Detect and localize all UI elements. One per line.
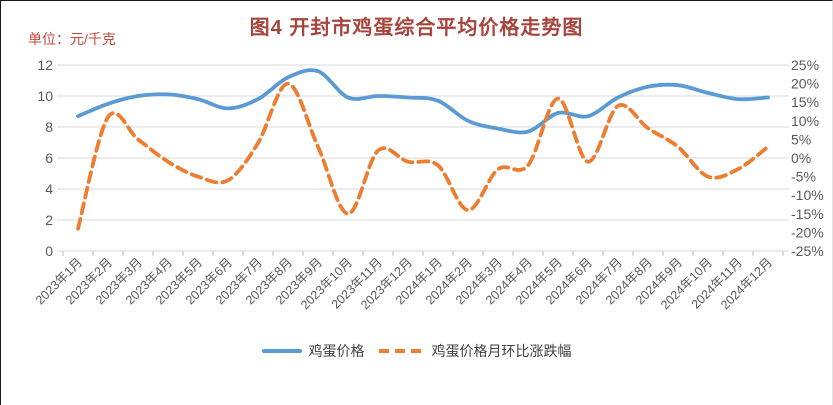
svg-text:4: 4 [45,181,53,197]
svg-text:25%: 25% [791,57,819,73]
svg-text:5%: 5% [791,131,811,147]
pct-change-line-path [76,81,770,231]
svg-text:20%: 20% [791,76,819,92]
svg-text:6: 6 [45,150,53,166]
svg-text:-5%: -5% [791,169,816,185]
svg-text:15%: 15% [791,94,819,110]
svg-text:-25%: -25% [791,243,824,259]
svg-text:-15%: -15% [791,206,824,222]
legend-item-pct-change: 鸡蛋价格月环比涨跌幅 [378,341,572,361]
svg-text:-10%: -10% [791,187,824,203]
left-axis-labels: 0 2 4 6 8 10 12 [37,57,53,259]
svg-text:0: 0 [45,243,53,259]
pct-change-line-swatch [378,349,425,353]
svg-text:2: 2 [45,212,53,228]
axis-ticks-group [62,251,784,256]
svg-text:0%: 0% [791,150,811,166]
right-axis-labels: -25% -20% -15% -10% -5% 0% 5% 10% 15% 20% 25% [791,57,824,259]
legend-label-price: 鸡蛋价格 [308,343,365,359]
chart-legend: 鸡蛋价格 鸡蛋价格月环比涨跌幅 [1,341,832,361]
x-axis-labels: 2023年1月2023年2月2023年3月2023年4月2023年5月2023年… [33,255,775,312]
legend-label-pct-change: 鸡蛋价格月环比涨跌幅 [431,343,572,359]
chart-title: 图4 开封市鸡蛋综合平均价格走势图 [249,17,584,39]
price-line-swatch [261,349,302,353]
unit-label: 单位：元/千克 [28,31,116,47]
legend-item-price: 鸡蛋价格 [261,341,365,361]
price-line-path [76,68,770,135]
svg-text:10: 10 [37,88,53,104]
svg-text:-20%: -20% [791,224,824,240]
svg-text:8: 8 [45,119,53,135]
svg-text:10%: 10% [791,113,819,129]
svg-text:12: 12 [37,57,53,73]
